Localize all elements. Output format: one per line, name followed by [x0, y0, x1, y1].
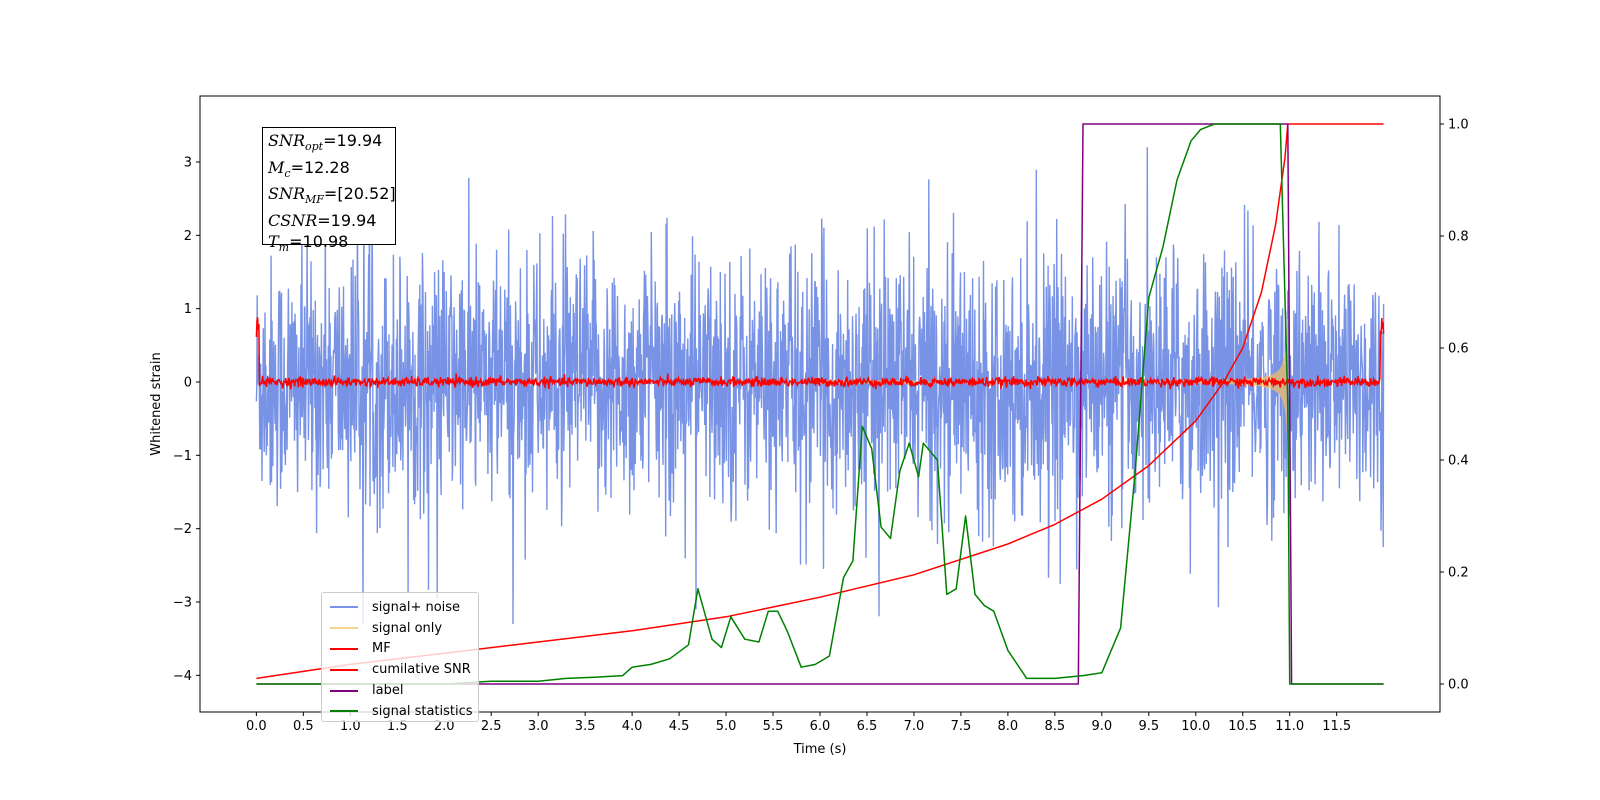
- x-tick-label: 11.5: [1322, 719, 1351, 734]
- x-tick-label: 0.0: [246, 719, 267, 734]
- x-axis-label: Time (s): [793, 742, 847, 757]
- legend-item-label: label: [330, 680, 478, 701]
- x-tick-label: 9.0: [1091, 719, 1112, 734]
- x-tick-label: 0.5: [293, 719, 314, 734]
- x-tick-label: 11.0: [1275, 719, 1304, 734]
- snr-mf-line: SNRMF=[20.52]: [268, 184, 396, 207]
- legend: signal+ noise signal only MF cumilative …: [321, 592, 479, 722]
- y-axis-label: Whitened strain: [149, 352, 164, 455]
- y-left-tick-label: −3: [173, 596, 192, 611]
- legend-item-signal-only: signal only: [330, 618, 478, 639]
- x-axis-ticks: 0.0 0.5 1.0 1.5 2.0 2.5 3.0 3.5 4.0 4.5 5.0 5.5 6.0 6…: [246, 712, 1351, 734]
- x-tick-label: 2.5: [481, 719, 502, 734]
- series-cumulative-snr: [256, 123, 1384, 680]
- legend-swatch: [330, 689, 358, 692]
- x-tick-label: 4.0: [622, 719, 643, 734]
- x-tick-label: 4.5: [669, 719, 690, 734]
- annotation-box: SNRopt=19.94 Mc=12.28 SNRMF=[20.52] CSNR…: [262, 127, 396, 254]
- series-layer: [255, 123, 1385, 685]
- y-right-tick-label: 0.8: [1448, 230, 1469, 245]
- y-left-tick-label: 1: [184, 302, 192, 317]
- snr-mf-value: =[20.52]: [323, 184, 396, 204]
- x-tick-label: 5.5: [763, 719, 784, 734]
- y-left-tick-label: −2: [173, 522, 192, 537]
- x-tick-label: 8.0: [998, 719, 1019, 734]
- series-signal-noise: [255, 147, 1385, 625]
- legend-label: signal+ noise: [372, 599, 461, 615]
- legend-label: cumilative SNR: [372, 662, 471, 678]
- x-tick-label: 5.0: [716, 719, 737, 734]
- csnr-line: CSNR=19.94: [268, 211, 377, 231]
- y-axis-right-ticks: 1.0 0.8 0.6 0.4 0.2 0.0: [1440, 118, 1469, 693]
- y-right-tick-label: 1.0: [1448, 118, 1469, 133]
- legend-swatch: [330, 647, 358, 650]
- y-right-tick-label: 0.0: [1448, 678, 1469, 693]
- x-tick-label: 7.5: [951, 719, 972, 734]
- x-tick-label: 3.0: [528, 719, 549, 734]
- x-tick-label: 3.5: [575, 719, 596, 734]
- x-tick-label: 2.0: [434, 719, 455, 734]
- x-tick-label: 1.5: [387, 719, 408, 734]
- y-left-tick-label: 0: [184, 376, 192, 391]
- legend-label: label: [372, 683, 404, 699]
- x-tick-label: 8.5: [1045, 719, 1066, 734]
- x-tick-label: 1.0: [340, 719, 361, 734]
- series-mf: [255, 317, 1385, 390]
- x-tick-label: 10.0: [1181, 719, 1210, 734]
- csnr-value: =19.94: [317, 211, 377, 231]
- legend-label: MF: [372, 641, 391, 657]
- snr-opt-line: SNRopt=19.94: [268, 131, 383, 154]
- legend-swatch: [330, 606, 358, 609]
- x-tick-label: 10.5: [1228, 719, 1257, 734]
- legend-item-mf: MF: [330, 639, 478, 660]
- legend-item-signal-statistics: signal statistics: [330, 701, 478, 722]
- x-tick-label: 6.5: [857, 719, 878, 734]
- x-tick-label: 6.0: [810, 719, 831, 734]
- y-axis-left-ticks: 3 2 1 0 −1 −2 −3 −4: [173, 156, 200, 684]
- legend-swatch: [330, 710, 358, 713]
- x-tick-label: 9.5: [1138, 719, 1159, 734]
- tm-value: =10.98: [289, 231, 349, 251]
- mc-value: =12.28: [290, 157, 350, 177]
- series-signal-statistics: [256, 123, 1384, 685]
- mc-line: Mc=12.28: [268, 157, 350, 180]
- y-left-tick-label: 3: [184, 156, 192, 171]
- y-right-tick-label: 0.2: [1448, 566, 1469, 581]
- tm-line: Tm=10.98: [268, 231, 349, 254]
- y-right-tick-label: 0.4: [1448, 454, 1469, 469]
- legend-label: signal statistics: [372, 703, 473, 719]
- legend-item-cumulative-snr: cumilative SNR: [330, 659, 478, 680]
- y-right-tick-label: 0.6: [1448, 342, 1469, 357]
- legend-swatch: [330, 627, 358, 630]
- legend-swatch: [330, 668, 358, 671]
- y-left-tick-label: −4: [173, 669, 192, 684]
- snr-opt-value: =19.94: [323, 131, 383, 150]
- y-left-tick-label: −1: [173, 449, 192, 464]
- x-tick-label: 7.0: [904, 719, 925, 734]
- legend-label: signal only: [372, 620, 443, 636]
- y-left-tick-label: 2: [184, 229, 192, 244]
- legend-item-signal-noise: signal+ noise: [330, 597, 478, 618]
